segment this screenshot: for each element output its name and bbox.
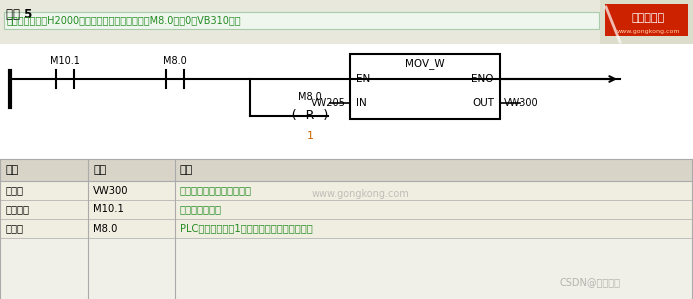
Bar [0,159,693,181]
Text: M8.0: M8.0 [93,223,117,234]
Bar [0,219,693,238]
Text: 中国工控网: 中国工控网 [631,13,665,23]
Text: ( R ): ( R ) [290,109,330,123]
Text: 写指令校验正确: 写指令校验正确 [180,205,222,214]
Text: VW300: VW300 [93,185,128,196]
Bar [0,200,693,219]
Bar [600,0,693,44]
Text: ENO: ENO [471,74,494,84]
Bar [0,0,693,44]
Text: 1: 1 [306,131,313,141]
Text: 网络 5: 网络 5 [6,8,33,21]
Text: VW300: VW300 [504,98,538,108]
Text: CSDN@工控老马: CSDN@工控老马 [559,277,620,287]
Text: 写频率: 写频率 [5,223,23,234]
Text: www.gongkong.com: www.gongkong.com [616,28,680,33]
Text: M10.1: M10.1 [50,56,80,66]
Text: IN: IN [356,98,367,108]
Text: 发送设置频率指令的返回值: 发送设置频率指令的返回值 [180,185,252,196]
Text: M10.1: M10.1 [93,205,124,214]
Text: www.gongkong.com: www.gongkong.com [311,189,409,199]
Bar [350,54,500,119]
Text: PLC写频率时置位1，返回数据校验正确时复位: PLC写频率时置位1，返回数据校验正确时复位 [180,223,313,234]
Text: 写英威腾变频器H2000数据，如果返回数据正确，M8.0复位0，VB310清零: 写英威腾变频器H2000数据，如果返回数据正确，M8.0复位0，VB310清零 [7,16,242,25]
Bar [605,4,688,36]
Bar [0,44,693,159]
Text: VW205: VW205 [311,98,346,108]
Text: M8.0: M8.0 [298,92,322,102]
Text: M8.0: M8.0 [163,56,187,66]
Text: 校验正确: 校验正确 [5,205,29,214]
Text: 地址: 地址 [93,165,106,175]
Text: OUT: OUT [472,98,494,108]
Text: 频率返: 频率返 [5,185,23,196]
Text: EN: EN [356,74,370,84]
Bar [0,181,693,200]
Text: 符号: 符号 [5,165,18,175]
Text: MOV_W: MOV_W [405,58,445,69]
Bar [4,12,599,29]
Text: 注释: 注释 [180,165,193,175]
